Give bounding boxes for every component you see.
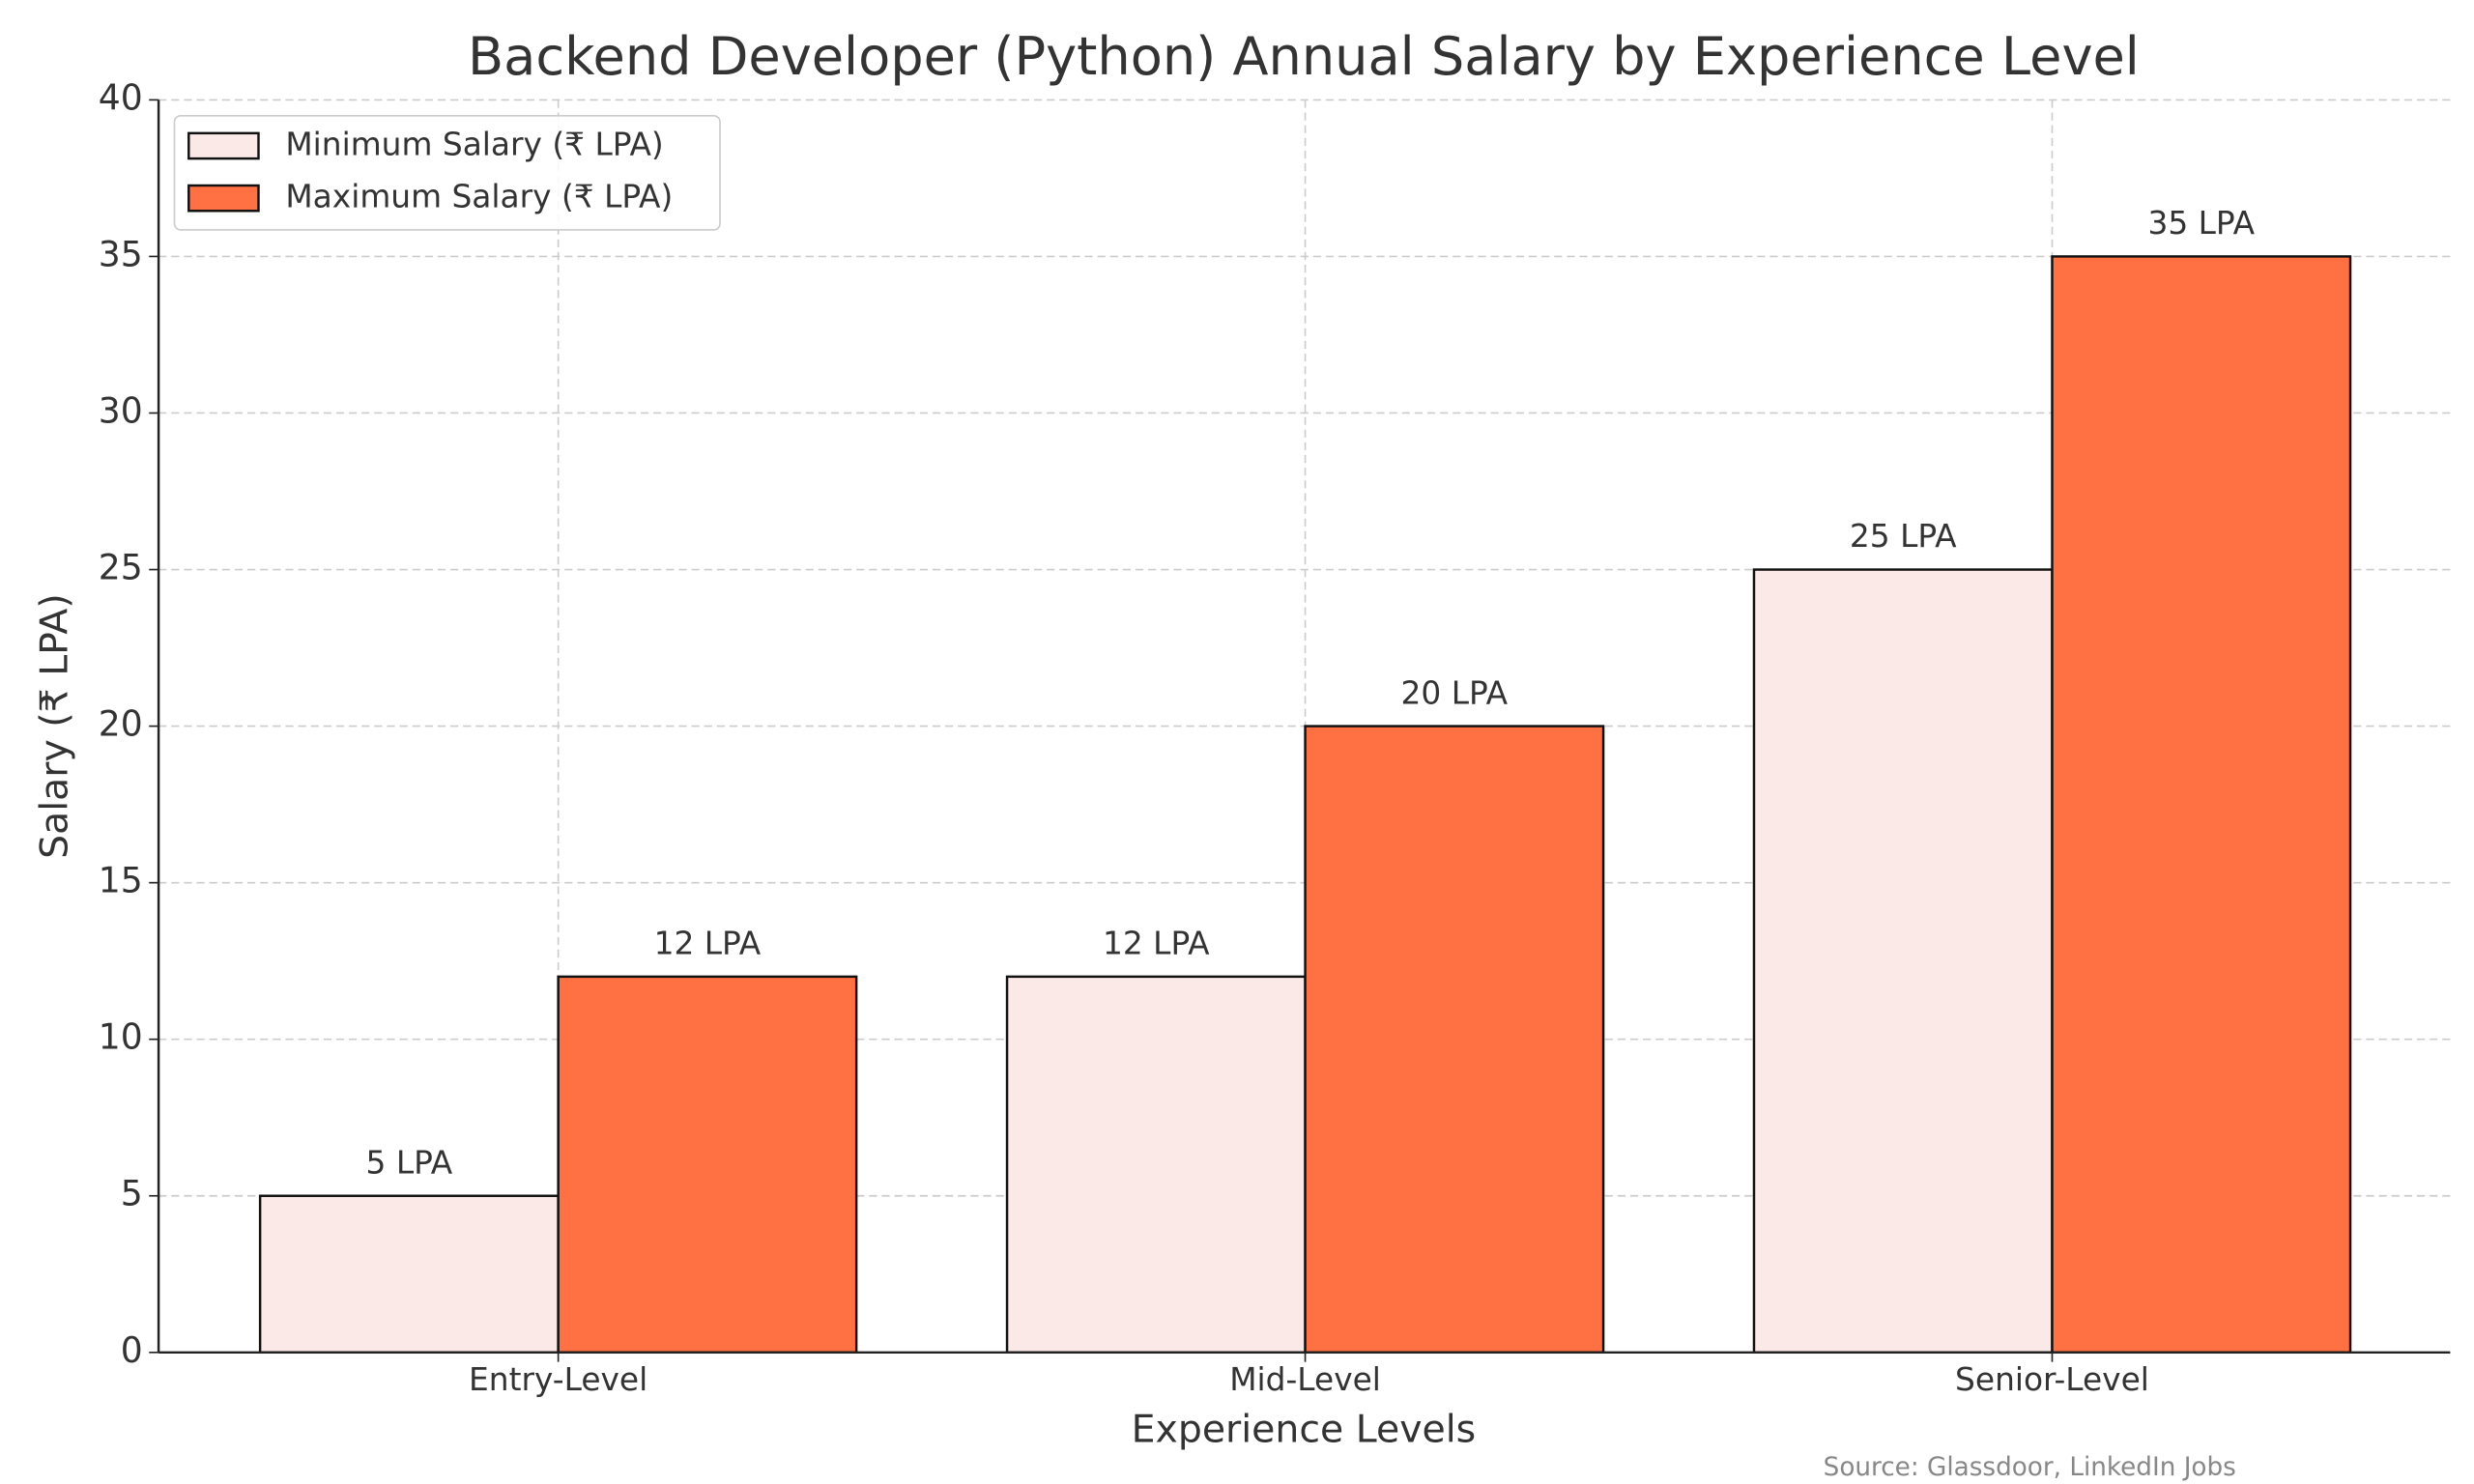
y-tick-label: 35 xyxy=(99,233,143,274)
value-label: 12 LPA xyxy=(654,926,762,962)
value-label: 20 LPA xyxy=(1401,674,1509,711)
y-tick-label: 40 xyxy=(99,76,143,118)
source-note: Source: Glassdoor, LinkedIn Jobs xyxy=(1824,1453,2236,1482)
legend-swatch xyxy=(187,184,260,213)
legend-swatch xyxy=(187,131,260,160)
bar xyxy=(557,975,858,1355)
x-tick-label: Mid-Level xyxy=(1229,1361,1381,1398)
legend-label: Maximum Salary (₹ LPA) xyxy=(285,179,673,215)
bar xyxy=(1752,568,2054,1355)
bar xyxy=(1005,975,1307,1355)
legend-box xyxy=(173,114,721,231)
value-label: 12 LPA xyxy=(1103,926,1210,962)
y-tick-label: 30 xyxy=(99,389,143,431)
y-axis-label: Salary (₹ LPA) xyxy=(33,593,77,859)
y-tick-label: 5 xyxy=(121,1173,143,1214)
x-axis-label: Experience Levels xyxy=(1132,1407,1477,1451)
value-label: 5 LPA xyxy=(366,1144,453,1181)
bar xyxy=(1304,725,1605,1355)
value-label: 35 LPA xyxy=(2147,205,2255,242)
chart-title: Backend Developer (Python) Annual Salary… xyxy=(468,26,2140,87)
y-tick-label: 25 xyxy=(99,547,143,588)
y-tick-label: 15 xyxy=(99,860,143,901)
value-label: 25 LPA xyxy=(1850,518,1957,555)
y-tick-label: 10 xyxy=(99,1016,143,1058)
legend-label: Minimum Salary (₹ LPA) xyxy=(285,126,663,162)
bar xyxy=(2051,255,2352,1355)
plot: 0 5 10 15 20 25 30 35 40 Entry-Level Mid-Level Seni… xyxy=(99,76,2451,1398)
y-tick-label: 20 xyxy=(99,703,143,745)
x-tick-label: Entry-Level xyxy=(469,1361,647,1398)
legend: Minimum Salary (₹ LPA) Maximum Salary (₹ … xyxy=(173,114,721,231)
y-tick-label: 0 xyxy=(121,1329,143,1371)
bar xyxy=(258,1194,560,1355)
x-tick-label: Senior-Level xyxy=(1955,1361,2149,1398)
